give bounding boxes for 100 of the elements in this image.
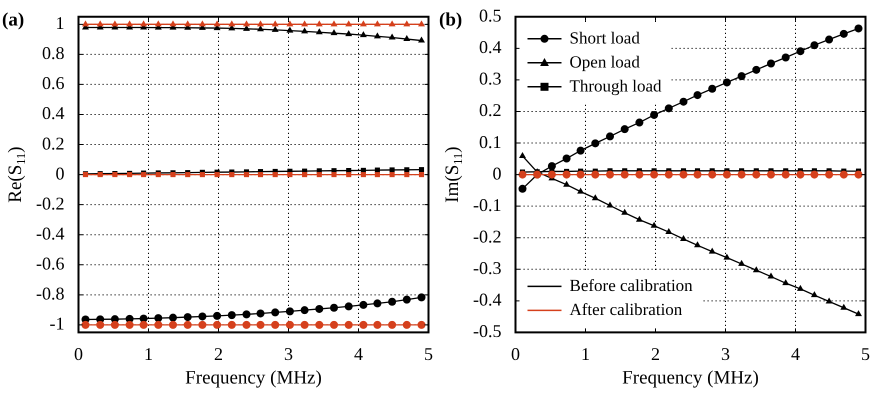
y-tick-label: 0.4 bbox=[478, 37, 502, 58]
point bbox=[360, 172, 366, 178]
point bbox=[576, 170, 585, 179]
point bbox=[738, 260, 746, 266]
point bbox=[810, 170, 818, 179]
y-tick-label: 0.5 bbox=[478, 6, 502, 26]
point bbox=[242, 320, 250, 329]
point bbox=[301, 27, 308, 34]
point bbox=[680, 234, 687, 241]
point bbox=[140, 20, 148, 26]
legend-label: After calibration bbox=[569, 300, 683, 319]
point bbox=[168, 314, 177, 322]
point bbox=[403, 35, 410, 42]
y-tick-label: 0.1 bbox=[478, 132, 502, 152]
point bbox=[620, 125, 629, 134]
point bbox=[738, 170, 746, 179]
point bbox=[635, 118, 644, 127]
y-tick-label: -0.4 bbox=[36, 223, 64, 244]
point bbox=[184, 313, 192, 322]
point bbox=[563, 180, 570, 187]
y-axis-title: Re(S11) bbox=[4, 146, 28, 203]
point bbox=[300, 306, 309, 314]
point bbox=[418, 172, 424, 178]
point bbox=[782, 279, 790, 286]
point bbox=[650, 170, 658, 179]
point bbox=[650, 222, 658, 228]
legend-label: Short load bbox=[569, 28, 640, 48]
point bbox=[214, 20, 221, 26]
point bbox=[242, 310, 250, 318]
point bbox=[184, 320, 192, 329]
point bbox=[708, 84, 716, 93]
point bbox=[694, 241, 701, 248]
point bbox=[345, 20, 352, 26]
point bbox=[752, 266, 760, 272]
point bbox=[81, 320, 90, 329]
point bbox=[635, 170, 644, 179]
point bbox=[825, 36, 834, 44]
point bbox=[606, 202, 614, 208]
x-tick-label: 5 bbox=[861, 344, 870, 364]
point bbox=[418, 293, 426, 302]
point bbox=[96, 320, 104, 329]
point bbox=[229, 172, 234, 178]
point bbox=[286, 320, 294, 329]
y-tick-label: 0.6 bbox=[42, 73, 64, 94]
point bbox=[345, 30, 352, 36]
point bbox=[606, 132, 614, 140]
point bbox=[404, 167, 410, 172]
point bbox=[665, 228, 672, 234]
point bbox=[826, 297, 833, 304]
legend-label: Through load bbox=[569, 76, 662, 96]
point bbox=[693, 91, 702, 100]
y-tick-label: -0.6 bbox=[36, 254, 64, 274]
point bbox=[768, 272, 774, 279]
point bbox=[302, 172, 308, 178]
y-tick-label: 1 bbox=[55, 13, 64, 34]
point bbox=[418, 36, 425, 43]
point bbox=[548, 162, 556, 170]
point bbox=[286, 307, 294, 316]
point bbox=[854, 170, 862, 179]
x-tick-label: 2 bbox=[214, 344, 223, 364]
point bbox=[154, 314, 162, 322]
point bbox=[200, 172, 205, 178]
point bbox=[373, 320, 382, 329]
point bbox=[154, 20, 162, 26]
point bbox=[591, 139, 600, 148]
x-axis-title: Frequency (MHz) bbox=[185, 367, 322, 388]
point bbox=[315, 320, 324, 329]
point bbox=[170, 20, 176, 26]
x-tick-label: 5 bbox=[424, 344, 433, 364]
point bbox=[213, 312, 222, 320]
point bbox=[344, 302, 353, 310]
y-tick-label: 0.8 bbox=[42, 43, 64, 64]
point bbox=[244, 172, 250, 178]
y-tick-label: 0.2 bbox=[42, 133, 64, 154]
point bbox=[738, 72, 746, 80]
point bbox=[301, 20, 308, 26]
y-tick-label: -1 bbox=[49, 314, 64, 334]
point bbox=[330, 304, 338, 312]
point bbox=[620, 170, 629, 179]
point bbox=[592, 194, 599, 200]
point bbox=[767, 60, 775, 68]
legend-label: Before calibration bbox=[569, 276, 694, 295]
point bbox=[316, 172, 322, 178]
point bbox=[213, 320, 222, 329]
point bbox=[810, 41, 818, 50]
point bbox=[796, 284, 804, 291]
point bbox=[316, 20, 323, 26]
point bbox=[126, 20, 134, 26]
point bbox=[796, 170, 804, 179]
y-tick-label: 0.3 bbox=[478, 68, 502, 89]
point bbox=[576, 146, 585, 155]
point bbox=[708, 248, 716, 254]
point bbox=[418, 20, 425, 26]
point bbox=[591, 170, 600, 179]
point bbox=[752, 170, 760, 179]
point bbox=[825, 170, 834, 179]
point bbox=[331, 172, 337, 178]
point bbox=[562, 170, 571, 179]
point bbox=[767, 170, 775, 179]
y-tick-label: -0.1 bbox=[472, 194, 502, 215]
